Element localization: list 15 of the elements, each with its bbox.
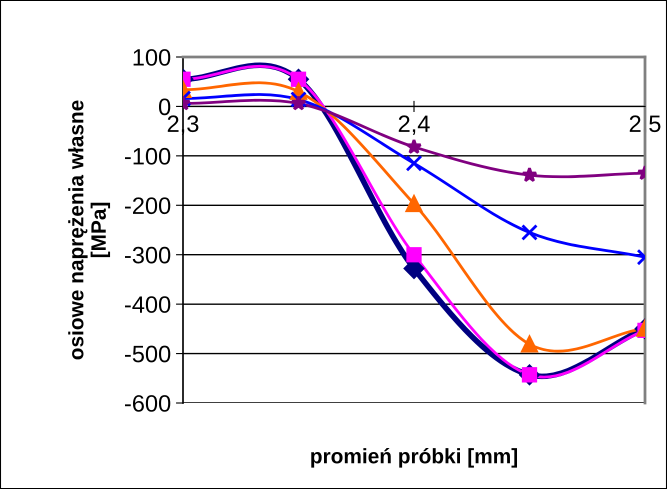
- point: [406, 247, 422, 262]
- y-tick-label: -100: [124, 148, 170, 165]
- y-tick-label: -200: [124, 197, 170, 214]
- x-axis-title: promień próbki [mm]: [311, 448, 518, 468]
- x-tick-label: 2,4: [398, 115, 430, 135]
- y-tick-label: -400: [124, 296, 170, 313]
- y-tick-label: -300: [124, 246, 170, 264]
- point: [406, 195, 422, 212]
- y-axis-title: osiowe naprężenia własne [MPa]: [68, 100, 110, 360]
- y-tick-label: -500: [124, 346, 170, 362]
- point: [406, 138, 422, 154]
- y-tick-label: 100: [134, 49, 170, 66]
- y-tick-label: -600: [124, 395, 170, 412]
- point: [406, 154, 422, 172]
- y-tick-label: 0: [158, 98, 170, 116]
